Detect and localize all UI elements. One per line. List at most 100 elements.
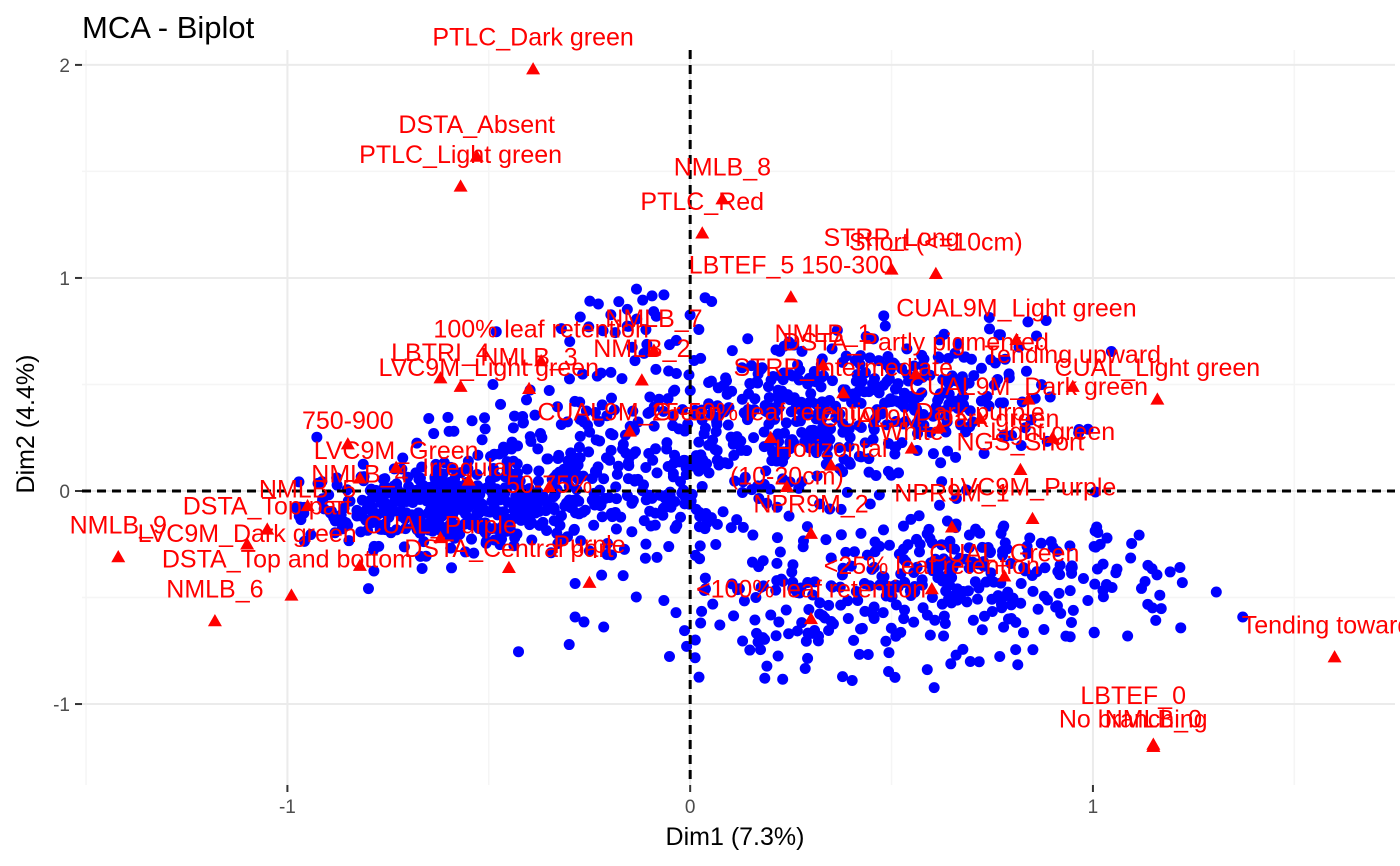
variable-category-point xyxy=(260,522,275,535)
individual-point xyxy=(837,418,849,430)
individual-point xyxy=(1002,586,1014,598)
individual-point xyxy=(598,473,610,485)
individual-point xyxy=(809,576,821,588)
variable-category-point xyxy=(824,458,839,471)
individual-point xyxy=(397,452,409,464)
individual-point xyxy=(532,443,544,455)
individual-point xyxy=(855,397,867,409)
individual-point xyxy=(495,398,507,410)
individual-point xyxy=(792,359,804,371)
individual-point xyxy=(601,537,613,549)
variable-category-point xyxy=(453,179,468,192)
individual-point xyxy=(1032,603,1044,615)
individual-point xyxy=(938,610,950,622)
individual-point xyxy=(799,663,811,675)
individual-point xyxy=(745,407,757,419)
individual-point xyxy=(746,556,758,568)
individual-point xyxy=(472,449,484,461)
variable-category-label: LBTRI_4 xyxy=(391,339,490,367)
individual-point xyxy=(825,552,837,564)
individual-point xyxy=(859,605,871,617)
individual-point xyxy=(1015,440,1027,452)
individual-point xyxy=(499,471,511,483)
individual-point xyxy=(844,458,856,470)
x-tick-label: 1 xyxy=(1088,797,1099,818)
variable-category-label: STRP_Intermediate xyxy=(733,354,953,382)
variable-category-label: LVC9M_Light green xyxy=(379,354,600,382)
individual-point xyxy=(639,552,651,564)
individual-point xyxy=(526,534,538,546)
individual-point xyxy=(714,619,726,631)
individual-point xyxy=(772,650,784,662)
variable-category-point xyxy=(779,479,794,492)
variable-category-label: CUAL9M_Light green xyxy=(896,294,1136,322)
individual-point xyxy=(684,385,696,397)
individual-point xyxy=(757,555,769,567)
variable-category-label: Horizontal xyxy=(775,435,888,463)
variable-category-point xyxy=(461,473,476,486)
variable-category-point xyxy=(522,381,537,394)
individual-point xyxy=(630,283,642,295)
variable-category-label: NMLB_5 xyxy=(259,475,356,503)
individual-point xyxy=(868,601,880,613)
individual-point xyxy=(755,644,767,656)
individual-point xyxy=(1106,582,1118,594)
individual-point xyxy=(842,613,854,625)
individual-point xyxy=(997,549,1009,561)
individual-point xyxy=(651,467,663,479)
individual-point xyxy=(411,437,423,449)
individual-point xyxy=(699,583,711,595)
individual-point xyxy=(657,405,669,417)
individual-point xyxy=(936,539,948,551)
individual-point xyxy=(729,475,741,487)
individual-point xyxy=(821,449,833,461)
individual-point xyxy=(690,503,702,515)
individual-point xyxy=(1005,557,1017,569)
variable-category-label: LVC9M_Purple xyxy=(949,473,1117,501)
individual-point xyxy=(431,503,443,515)
individual-point xyxy=(771,557,783,569)
individual-point xyxy=(574,311,586,323)
individual-point xyxy=(827,618,839,630)
individual-point xyxy=(1105,345,1117,357)
individual-point xyxy=(856,622,868,634)
individual-point xyxy=(739,471,751,483)
individual-point xyxy=(826,375,838,387)
individual-point xyxy=(909,586,921,598)
individual-point xyxy=(974,527,986,539)
individual-point xyxy=(669,384,681,396)
variable-category-point xyxy=(908,366,923,380)
individual-point xyxy=(626,341,638,353)
individual-point xyxy=(707,598,719,610)
individual-point xyxy=(831,324,843,336)
individual-point xyxy=(1090,541,1102,553)
individual-point xyxy=(679,491,691,503)
variable-category-label: NMLB_4 xyxy=(311,460,408,488)
individual-point xyxy=(1237,611,1249,623)
individual-point xyxy=(1073,427,1085,439)
individual-point xyxy=(834,408,846,420)
individual-point xyxy=(578,616,590,628)
variable-category-point xyxy=(433,371,448,384)
individual-point xyxy=(976,624,988,636)
individual-point xyxy=(1018,562,1030,574)
individual-point xyxy=(517,417,529,429)
individual-point xyxy=(913,510,925,522)
individual-point xyxy=(414,550,426,562)
individual-point xyxy=(850,375,862,387)
individual-point xyxy=(935,457,947,469)
individual-point xyxy=(797,404,809,416)
individual-point xyxy=(1019,422,1031,434)
individual-point xyxy=(737,521,749,533)
y-tick-label: 2 xyxy=(59,56,70,77)
individual-point xyxy=(710,539,722,551)
individual-point xyxy=(782,389,794,401)
individual-point xyxy=(670,334,682,346)
individual-point xyxy=(555,323,567,335)
individual-point xyxy=(575,535,587,547)
individual-point xyxy=(631,313,643,325)
variable-category-points xyxy=(111,62,1342,752)
individual-point xyxy=(770,344,782,356)
individual-point xyxy=(783,510,795,522)
individual-point xyxy=(823,432,835,444)
